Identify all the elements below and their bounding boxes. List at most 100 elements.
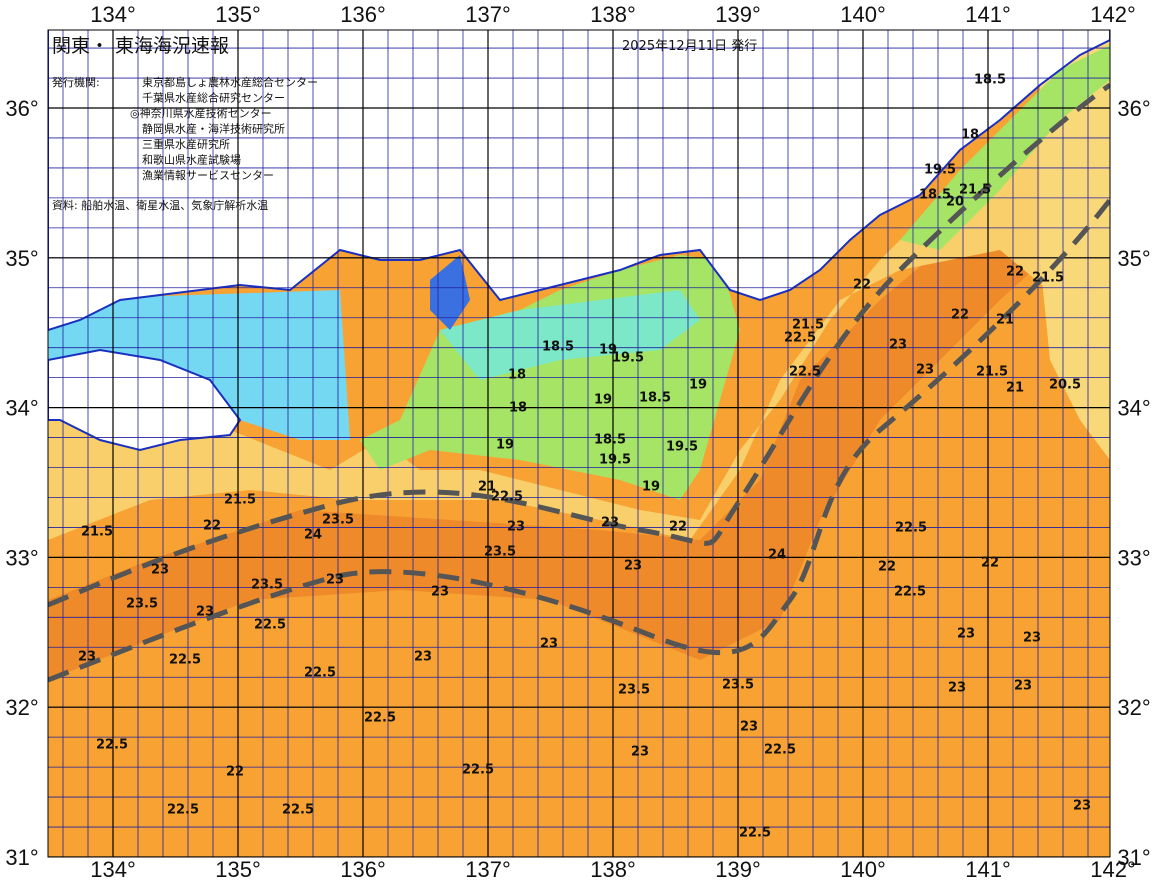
lon-label: 139°	[715, 2, 761, 27]
lat-label: 33°	[1117, 545, 1150, 570]
contour-label: 22	[1006, 265, 1024, 280]
lat-label: 31°	[1117, 845, 1150, 870]
contour-label: 22.5	[764, 743, 796, 758]
current-axis	[48, 198, 1110, 683]
lon-label: 139°	[715, 857, 761, 882]
contour-label: 22.5	[167, 803, 199, 818]
contour-label: 21	[996, 313, 1014, 328]
contour-label: 23.5	[618, 683, 650, 698]
lon-label: 140°	[840, 2, 886, 27]
contour-label: 23.5	[484, 545, 516, 560]
lon-label: 135°	[215, 2, 261, 27]
contour-label: 18	[508, 368, 526, 383]
contour-label: 22.5	[96, 738, 128, 753]
cool-coastal	[48, 60, 1110, 540]
contour-label: 22.5	[491, 490, 523, 505]
contour-label: 23	[624, 559, 642, 574]
lon-label: 140°	[840, 857, 886, 882]
lat-label: 35°	[5, 246, 38, 271]
contour-label: 22.5	[254, 618, 286, 633]
land	[48, 30, 1110, 332]
contour-label: 18	[961, 128, 979, 143]
warm-core	[48, 100, 1110, 680]
contour-label: 19	[496, 438, 514, 453]
lon-label: 136°	[340, 2, 386, 27]
issuer: 千葉県水産総合研究センター	[142, 91, 285, 105]
lat-label: 32°	[1117, 695, 1150, 720]
major-grid	[48, 30, 1110, 857]
contour-label: 24	[768, 548, 786, 563]
issuer: ◎神奈川県水産技術センター	[130, 106, 272, 120]
contour-label: 19	[689, 378, 707, 393]
contour-label: 23	[151, 563, 169, 578]
lon-label: 134°	[90, 857, 136, 882]
contour-label: 19	[642, 480, 660, 495]
contour-label: 20.5	[1049, 378, 1081, 393]
contour-label: 23	[1014, 679, 1032, 694]
lon-label: 136°	[340, 857, 386, 882]
contour-label: 19.5	[666, 440, 698, 455]
contour-label: 22.5	[304, 666, 336, 681]
contour-label: 21.5	[959, 183, 991, 198]
axes: 134° 134° 135° 135° 136° 136° 137° 137° 138° 138°…	[5, 2, 1150, 882]
source: 資料: 船舶水温、衛星水温、気象庁解析水温	[52, 198, 268, 212]
lat-label: 36°	[1117, 96, 1150, 121]
contour-label: 18.5	[542, 340, 574, 355]
contour-label: 19.5	[599, 453, 631, 468]
contour-label: 23	[431, 585, 449, 600]
contour-label: 22	[226, 765, 244, 780]
issuer: 和歌山県水産試験場	[142, 153, 241, 167]
contour-label: 23	[1073, 799, 1091, 814]
contour-label: 23	[326, 573, 344, 588]
contour-label: 23	[957, 627, 975, 642]
contour-label: 22	[203, 519, 221, 534]
issuer: 東京都島しょ農林水産総合センター	[142, 75, 318, 89]
contour-label: 22.5	[282, 803, 314, 818]
contour-label: 21.5	[1032, 271, 1064, 286]
contour-label: 23.5	[126, 597, 158, 612]
contour-label: 18.5	[919, 188, 951, 203]
contour-label: 23	[507, 520, 525, 535]
contour-label: 22	[878, 560, 896, 575]
contour-label: 23	[196, 605, 214, 620]
lon-label: 135°	[215, 857, 261, 882]
contour-label: 18.5	[639, 391, 671, 406]
contour-label: 23	[414, 650, 432, 665]
lon-label: 137°	[465, 857, 511, 882]
lat-label: 33°	[5, 545, 38, 570]
contour-label: 18.5	[974, 73, 1006, 88]
title: 関東・ 東海海況速報	[52, 35, 229, 57]
issuer: 漁業情報サービスセンター	[142, 168, 274, 182]
contour-label: 22.5	[462, 763, 494, 778]
lon-label: 142°	[1090, 857, 1136, 882]
contour-label: 23	[601, 516, 619, 531]
contour-label: 23	[916, 363, 934, 378]
contour-label: 21.5	[224, 493, 256, 508]
contour-label: 23	[740, 720, 758, 735]
contour-label: 22	[981, 556, 999, 571]
lat-label: 36°	[5, 96, 38, 121]
contour-label: 23.5	[251, 578, 283, 593]
contour-label: 22	[853, 278, 871, 293]
cyan-zone	[440, 290, 700, 380]
contour-label: 22.5	[784, 331, 816, 346]
contour-label: 20	[946, 195, 964, 210]
contour-label: 21.5	[792, 318, 824, 333]
frame	[47, 29, 1111, 858]
issuer-label: 発行機関:	[52, 75, 100, 89]
lon-label: 134°	[90, 2, 136, 27]
lon-label: 142°	[1090, 2, 1136, 27]
issuer: 静岡県水産・海洋技術研究所	[142, 122, 285, 136]
contour-label: 23	[631, 745, 649, 760]
green-band	[900, 45, 1110, 250]
contour-label: 18	[509, 401, 527, 416]
contour-label: 22.5	[739, 826, 771, 841]
contour-label: 21	[478, 480, 496, 495]
contour-label: 21.5	[976, 365, 1008, 380]
contour-label: 19	[599, 343, 617, 358]
contour-label: 23	[1023, 631, 1041, 646]
contour-label: 19.5	[612, 351, 644, 366]
lat-label: 31°	[5, 845, 38, 870]
